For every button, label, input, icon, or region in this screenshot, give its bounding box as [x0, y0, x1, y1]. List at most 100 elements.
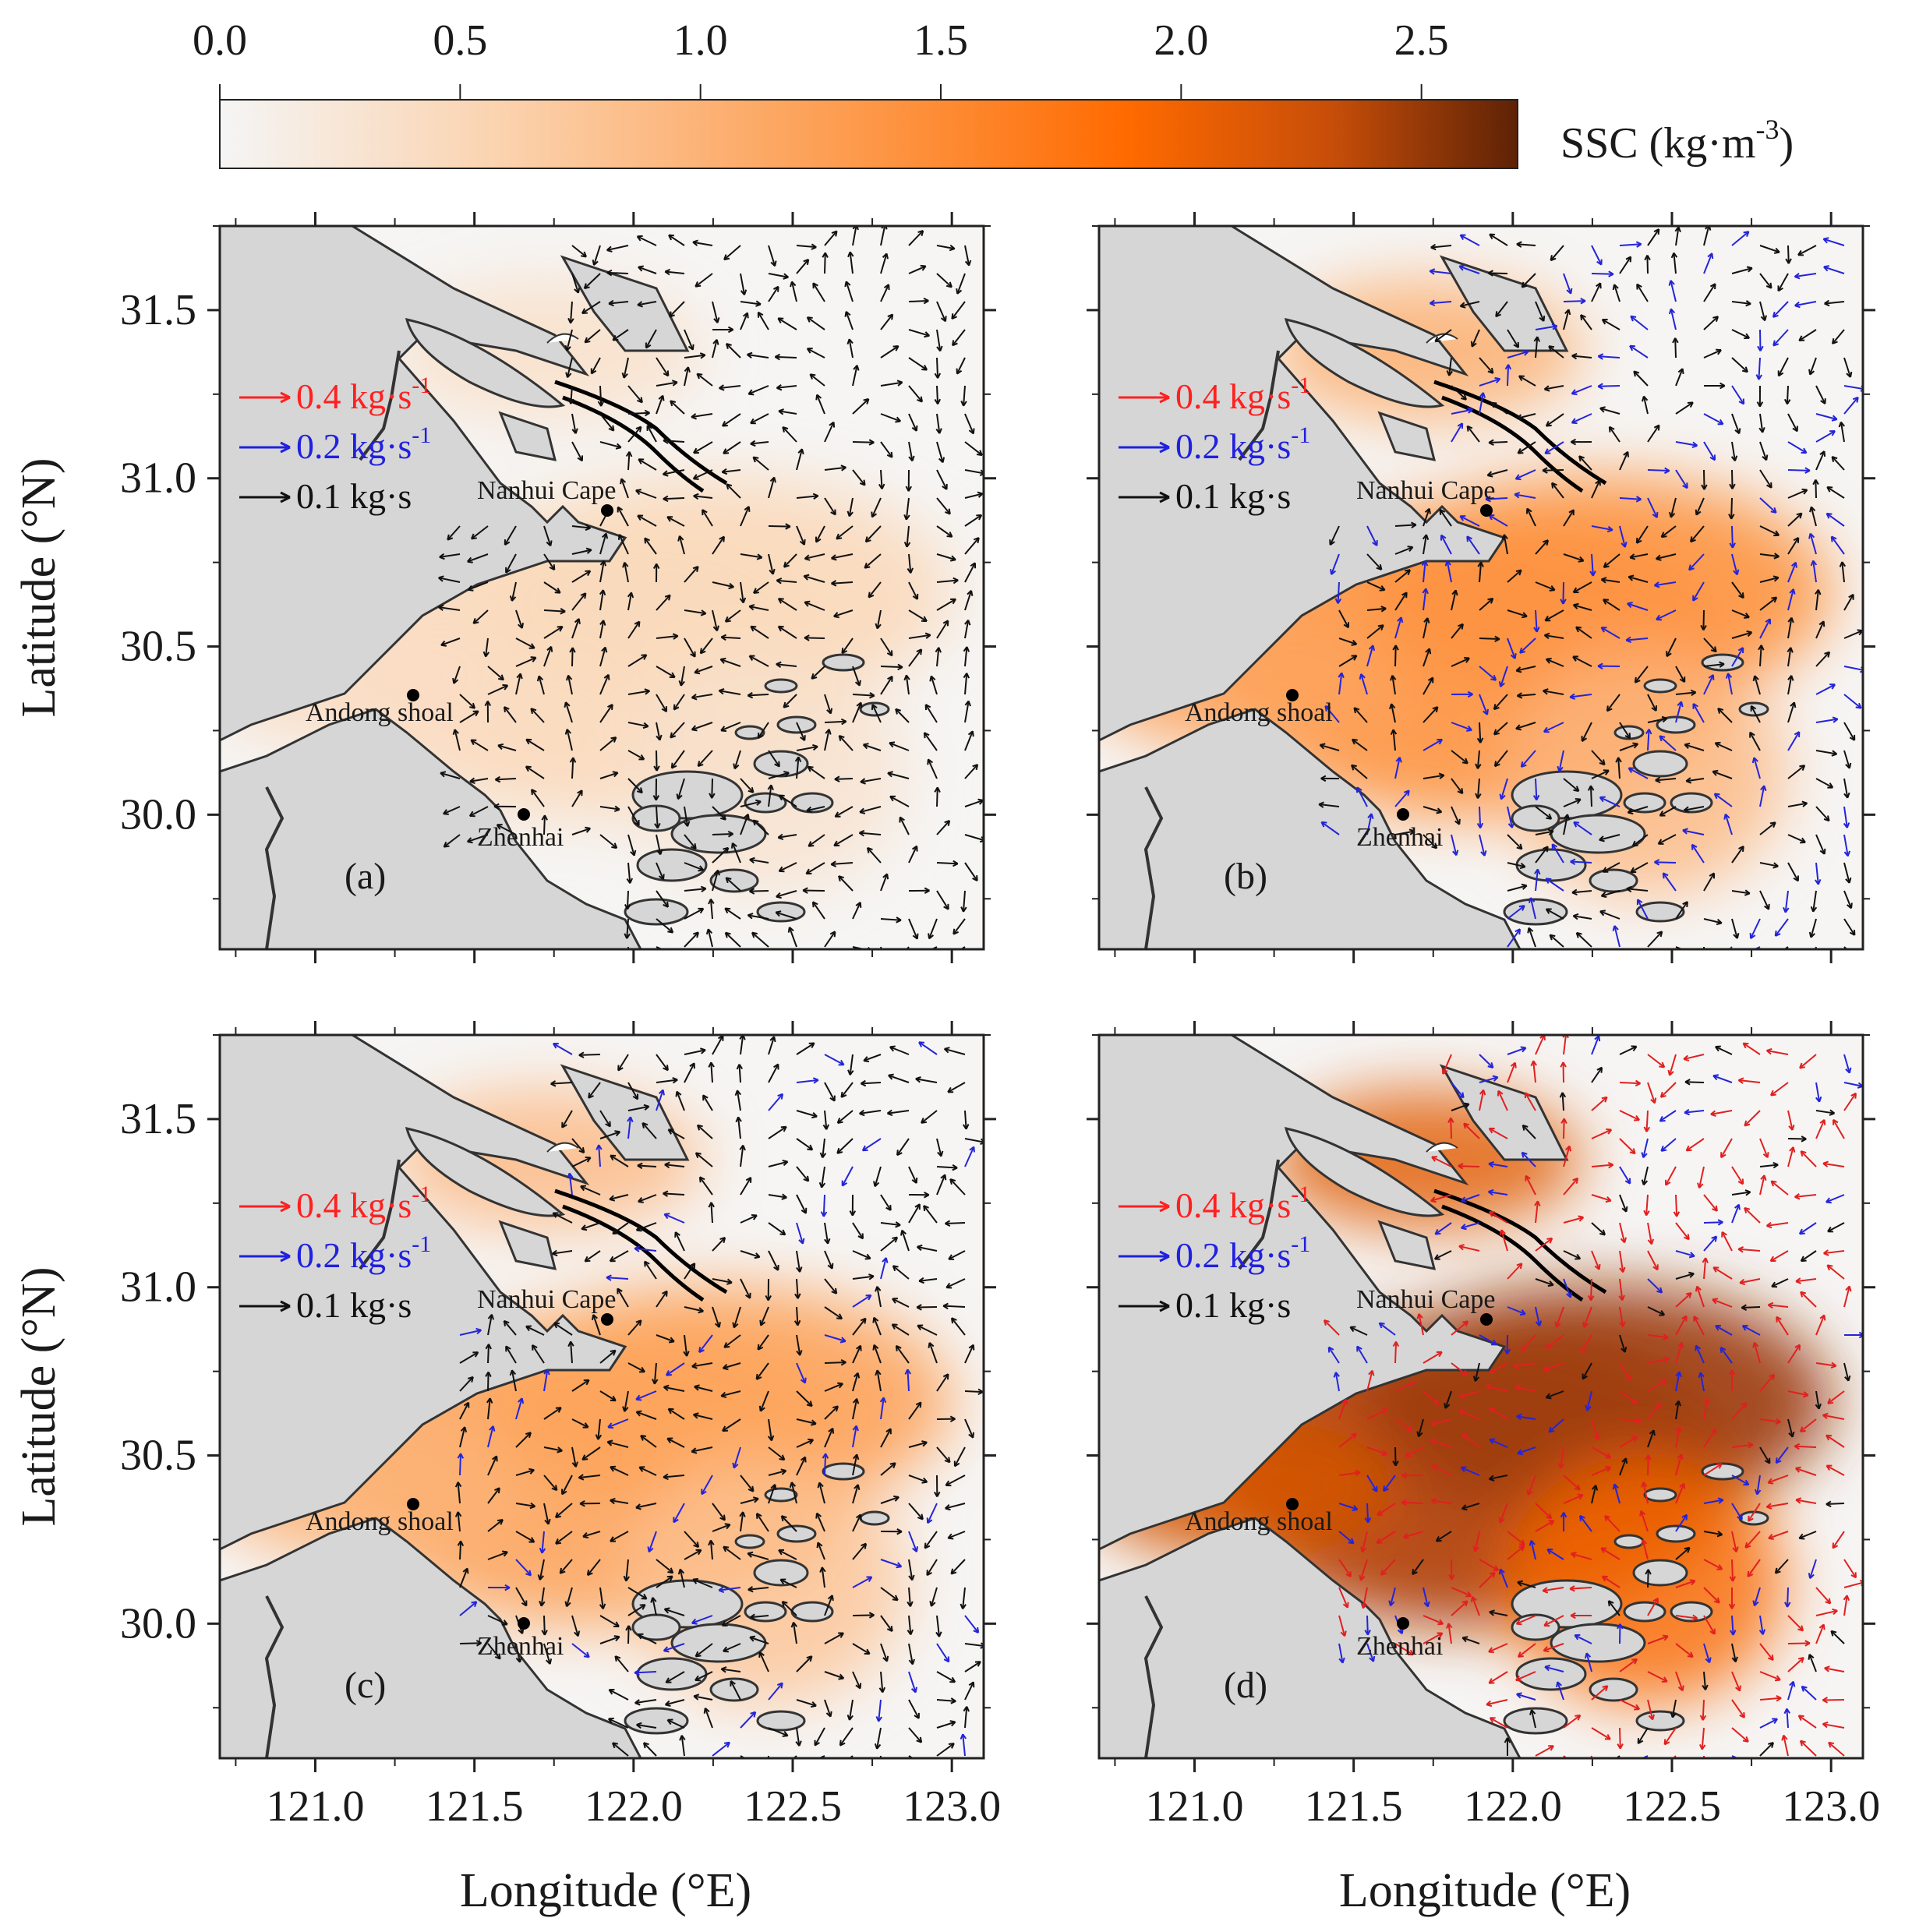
- zhenhai-marker: [1397, 808, 1409, 821]
- legend-label: 0.4 kg·s-1: [1175, 373, 1310, 416]
- island: [1503, 1707, 1568, 1735]
- lon-tick-label: 121.0: [1146, 1782, 1244, 1831]
- island: [1623, 792, 1666, 814]
- island: [670, 1623, 767, 1663]
- colorbar-tick-label: 2.0: [1154, 16, 1208, 65]
- place-labels: Nanhui Cape Andong shoal Zhenhai: [1185, 476, 1495, 852]
- map-panel: Nanhui Cape Andong shoal Zhenhai 0.4 kg·s-1…: [120, 212, 996, 963]
- island: [822, 653, 865, 672]
- lat-axis-title-bottom: Latitude (°N): [12, 1267, 65, 1527]
- legend-label: 0.2 kg·s-1: [296, 1231, 431, 1275]
- island: [1643, 678, 1677, 694]
- legend-label: 0.2 kg·s-1: [1175, 422, 1310, 466]
- lat-axis-title-top: Latitude (°N): [12, 458, 65, 718]
- colorbar-tick-label: 0.5: [433, 16, 487, 65]
- zhenhai-marker: [518, 1617, 530, 1630]
- island: [1623, 1601, 1666, 1623]
- lon-tick-label: 122.0: [1464, 1782, 1562, 1831]
- land: [1099, 226, 1769, 949]
- legend-label: 0.2 kg·s-1: [296, 422, 431, 466]
- island: [1632, 750, 1688, 778]
- island: [776, 715, 817, 734]
- island: [624, 1707, 689, 1735]
- island: [776, 1524, 817, 1543]
- island: [1550, 814, 1646, 854]
- nanhui-cape-label: Nanhui Cape: [477, 1285, 616, 1314]
- legend-label: 0.4 kg·s-1: [1175, 1181, 1310, 1225]
- island: [636, 1657, 708, 1691]
- island: [764, 678, 798, 694]
- panel-frame: [1097, 224, 1864, 951]
- vector-legend: 0.4 kg·s-1 0.2 kg·s-1 0.1 kg·s: [239, 1181, 431, 1325]
- island: [1515, 848, 1587, 882]
- panel-frame: [218, 1033, 985, 1760]
- andong-shoal-marker: [1286, 1498, 1299, 1510]
- island: [1643, 1487, 1677, 1503]
- lon-axis-title-left: Longitude (°E): [460, 1864, 751, 1917]
- lon-tick-label: 121.5: [1305, 1782, 1403, 1831]
- colorbar: 0.0 0.5 1.0 1.5 2.0 2.5 SSC (kg·m-3): [193, 16, 1794, 169]
- lon-tick-label: 121.0: [267, 1782, 365, 1831]
- andong-shoal-label: Andong shoal: [1185, 1507, 1333, 1536]
- panel-label: (c): [345, 1665, 386, 1706]
- island: [1635, 1710, 1685, 1732]
- flux-vectors: [1323, 1035, 1863, 1758]
- lat-tick-label: 31.5: [120, 1095, 196, 1143]
- map-panel: Nanhui Cape Andong shoal Zhenhai 0.4 kg·s-1…: [1087, 1021, 1880, 1831]
- lon-axis-title-right: Longitude (°E): [1339, 1864, 1631, 1917]
- andong-shoal-label: Andong shoal: [306, 1507, 454, 1536]
- andong-shoal-label: Andong shoal: [1185, 698, 1333, 727]
- island: [1701, 1462, 1744, 1481]
- place-labels: Nanhui Cape Andong shoal Zhenhai: [306, 1285, 616, 1661]
- nanhui-cape-marker: [601, 1313, 613, 1326]
- island: [744, 792, 787, 814]
- colorbar-ticks: 0.0 0.5 1.0 1.5 2.0 2.5: [193, 16, 1449, 100]
- panel-label: (b): [1224, 856, 1267, 897]
- land: [1099, 1035, 1769, 1758]
- andong-shoal-marker: [407, 689, 419, 701]
- andong-shoal-marker: [1286, 689, 1299, 701]
- island: [753, 1559, 809, 1587]
- lat-tick-label: 30.5: [120, 1432, 196, 1480]
- legend-label: 0.1 kg·s: [1175, 1285, 1291, 1325]
- colorbar-gradient: [219, 99, 1518, 169]
- island: [1632, 1559, 1688, 1587]
- andong-shoal-label: Andong shoal: [306, 698, 454, 727]
- island: [709, 868, 759, 893]
- colorbar-tick-label: 1.5: [914, 16, 968, 65]
- lon-tick-label: 121.5: [426, 1782, 524, 1831]
- legend-label: 0.1 kg·s: [296, 476, 412, 516]
- island: [1635, 901, 1685, 923]
- legend-label: 0.1 kg·s: [1175, 476, 1291, 516]
- island: [1589, 868, 1638, 893]
- panel-label: (d): [1224, 1665, 1267, 1706]
- nanhui-cape-marker: [1480, 1313, 1493, 1326]
- zhenhai-label: Zhenhai: [1356, 1632, 1443, 1661]
- legend-label: 0.4 kg·s-1: [296, 373, 431, 416]
- lon-tick-label: 123.0: [903, 1782, 1001, 1831]
- island: [1511, 1613, 1560, 1641]
- land: [220, 1035, 890, 1758]
- vector-legend: 0.4 kg·s-1 0.2 kg·s-1 0.1 kg·s: [239, 373, 431, 516]
- land: [220, 226, 890, 949]
- island: [1550, 1623, 1646, 1663]
- colorbar-label: SSC (kg·m-3): [1560, 114, 1794, 168]
- place-labels: Nanhui Cape Andong shoal Zhenhai: [306, 476, 616, 852]
- vector-legend: 0.4 kg·s-1 0.2 kg·s-1 0.1 kg·s: [1119, 1181, 1310, 1325]
- zhenhai-marker: [518, 808, 530, 821]
- colorbar-tick-label: 0.0: [193, 16, 247, 65]
- nanhui-cape-label: Nanhui Cape: [1356, 1285, 1495, 1314]
- island: [636, 848, 708, 882]
- colorbar-tick-label: 2.5: [1394, 16, 1449, 65]
- andong-shoal-marker: [407, 1498, 419, 1510]
- map-panel: Nanhui Cape Andong shoal Zhenhai 0.4 kg·s-1…: [1087, 212, 1875, 963]
- lon-tick-label: 123.0: [1782, 1782, 1880, 1831]
- nanhui-cape-label: Nanhui Cape: [477, 476, 616, 505]
- lat-tick-label: 31.5: [120, 286, 196, 334]
- map-panel: Nanhui Cape Andong shoal Zhenhai 0.4 kg·s-1…: [120, 1021, 1001, 1831]
- flux-vectors: [454, 1035, 984, 1758]
- lat-tick-label: 31.0: [120, 1263, 196, 1312]
- island: [734, 1534, 765, 1549]
- island: [1589, 1677, 1638, 1702]
